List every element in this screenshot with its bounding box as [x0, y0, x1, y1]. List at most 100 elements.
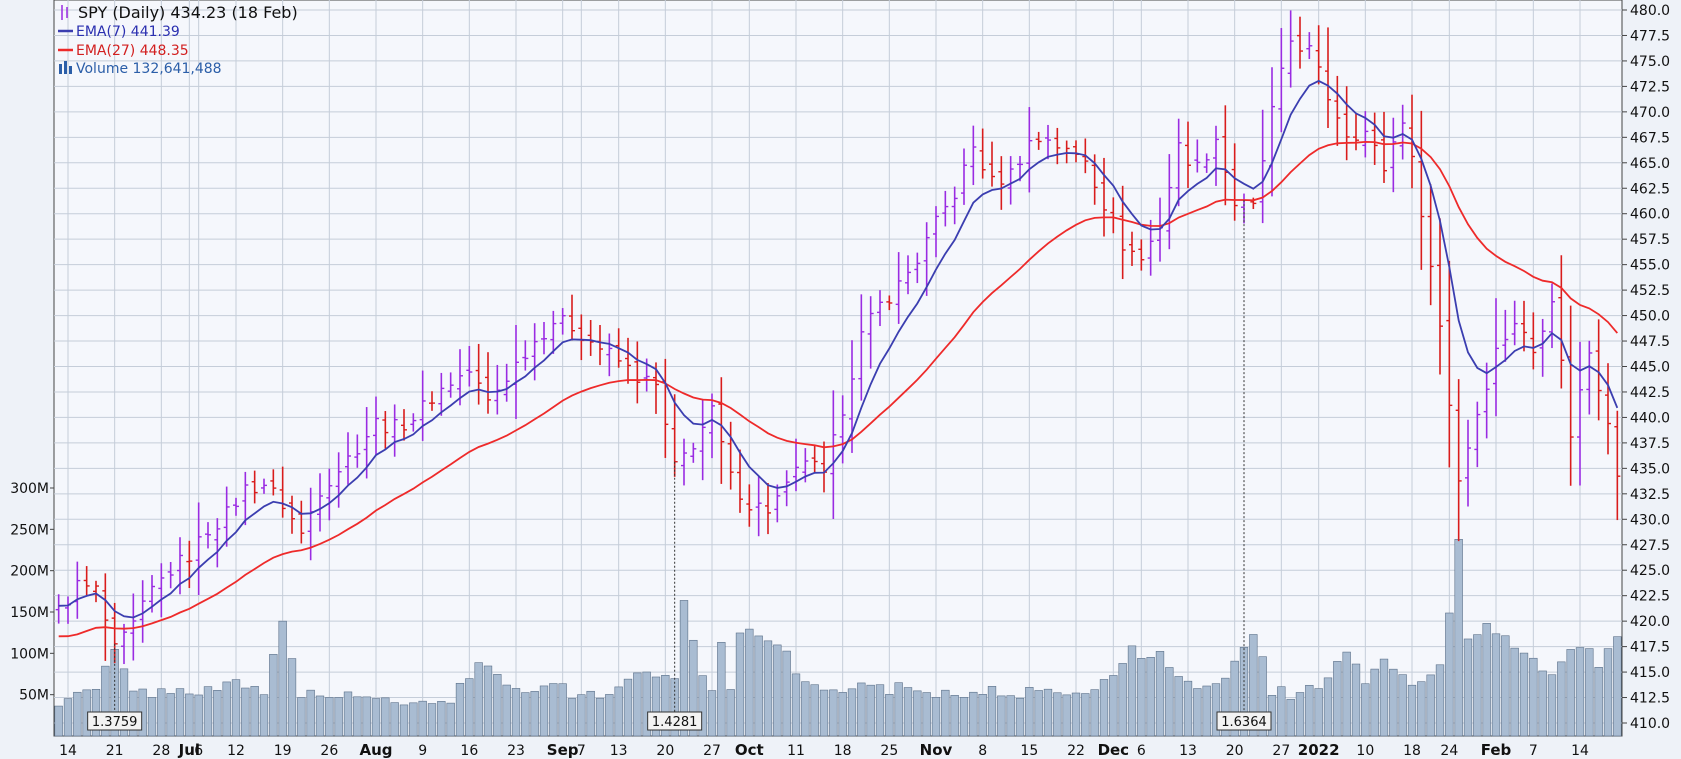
y-tick-label: 462.5: [1630, 181, 1670, 197]
y-tick-label: 452.5: [1630, 283, 1670, 299]
volume-bar: [1081, 693, 1090, 737]
price-bar: [1539, 318, 1546, 377]
price-bar: [774, 484, 781, 523]
price-bar: [1306, 32, 1313, 60]
x-tick-label: 7: [1529, 743, 1538, 759]
volume-bar: [875, 684, 885, 737]
volume-bar: [1099, 679, 1109, 737]
volume-bar: [586, 690, 595, 737]
volume-tick-label: 250M: [10, 522, 49, 538]
x-tick-label: 11: [787, 743, 805, 759]
price-bar: [1474, 401, 1481, 468]
volume-bar: [1379, 658, 1389, 737]
volume-bar: [1174, 676, 1183, 737]
volume-bar: [1491, 633, 1501, 737]
y-tick-label: 412.5: [1630, 691, 1670, 707]
volume-bar: [1454, 539, 1463, 737]
volume-bar: [250, 686, 259, 737]
price-bar: [1278, 28, 1285, 133]
volume-tick-label: 100M: [10, 646, 49, 662]
legend-volume-label: Volume 132,641,488: [76, 61, 222, 77]
volume-bar: [894, 682, 903, 737]
y-tick-label: 460.0: [1630, 207, 1670, 223]
volume-bar: [1529, 657, 1538, 737]
volume-bar: [101, 665, 110, 737]
volume-bar: [1435, 664, 1445, 737]
legend-ema-slow: EMA(27) 448.35: [58, 43, 189, 59]
volume-tick-label: 50M: [19, 688, 49, 704]
volume-bar: [1370, 668, 1379, 737]
price-bar: [326, 468, 333, 521]
price-bar: [1586, 340, 1593, 415]
volume-bar: [838, 692, 847, 737]
x-tick-label: 21: [106, 743, 124, 759]
volume-bar: [1090, 689, 1099, 737]
price-bar: [195, 502, 202, 596]
price-bar: [1297, 16, 1303, 69]
price-bar: [942, 190, 949, 227]
volume-bar: [287, 658, 297, 737]
volume-bar: [857, 682, 866, 737]
volume-bar: [763, 640, 773, 737]
price-bar: [1605, 363, 1611, 455]
price-bar: [1521, 300, 1527, 352]
volume-bar: [1575, 647, 1585, 737]
y-tick-label: 447.5: [1630, 334, 1670, 350]
legend-ema-slow-label: EMA(27) 448.35: [76, 43, 189, 59]
price-bar: [895, 252, 902, 324]
price-bar: [410, 413, 417, 432]
volume-bar: [1155, 651, 1165, 737]
price-bar: [783, 470, 790, 507]
volume-bar: [381, 697, 390, 737]
x-tick-label: 14: [1571, 743, 1589, 759]
annotation-marker: 1.3759: [87, 643, 143, 731]
volume-bar: [1361, 683, 1370, 737]
price-bar: [466, 346, 473, 387]
volume-bar: [1398, 674, 1407, 737]
y-tick-label: 410.0: [1630, 716, 1670, 732]
volume-bar: [1053, 692, 1062, 737]
volume-bar: [297, 697, 306, 737]
volume-bar: [502, 684, 511, 737]
volume-bar: [390, 702, 399, 737]
y-tick-label: 437.5: [1630, 436, 1670, 452]
y-tick-label: 457.5: [1630, 232, 1670, 248]
volume-bar: [1603, 648, 1613, 737]
annotation-marker: 1.4281: [647, 461, 703, 731]
volume-bar: [717, 642, 726, 737]
volume-bar: [315, 695, 325, 737]
price-bar: [1530, 312, 1537, 370]
grid: [54, 0, 1622, 736]
price-bar: [979, 128, 986, 179]
volume-bar: [1407, 684, 1417, 737]
x-tick-label: Sep: [547, 741, 579, 759]
volume-bar: [651, 676, 661, 737]
volume-bar: [1585, 648, 1594, 737]
x-tick-label: 27: [703, 743, 721, 759]
volume-bar: [278, 620, 287, 737]
legend-ema-fast: EMA(7) 441.39: [58, 24, 180, 40]
volume-bar: [231, 679, 241, 737]
volume-bar: [1426, 674, 1435, 737]
y-tick-label: 465.0: [1630, 156, 1670, 172]
price-bar: [634, 341, 641, 404]
price-bar: [699, 398, 706, 481]
volume-bar: [959, 697, 969, 737]
volume-tick-label: 200M: [10, 564, 49, 580]
y-tick-label: 427.5: [1630, 538, 1670, 554]
volume-bar: [166, 693, 175, 737]
price-bar: [1511, 300, 1518, 346]
price-bar: [811, 444, 818, 474]
volume-bar: [726, 689, 735, 737]
price-bar: [1035, 131, 1042, 150]
x-tick-label: 9: [418, 743, 427, 759]
volume-bar: [1286, 698, 1295, 737]
volume-bar: [1501, 635, 1510, 737]
volume-bar: [1230, 660, 1239, 737]
price-bar: [1381, 111, 1387, 183]
ema-slow-line: [58, 140, 1618, 638]
price-bar: [1493, 298, 1499, 417]
price-bar: [139, 580, 146, 643]
price-bar: [167, 561, 174, 589]
price-bar: [681, 438, 687, 486]
